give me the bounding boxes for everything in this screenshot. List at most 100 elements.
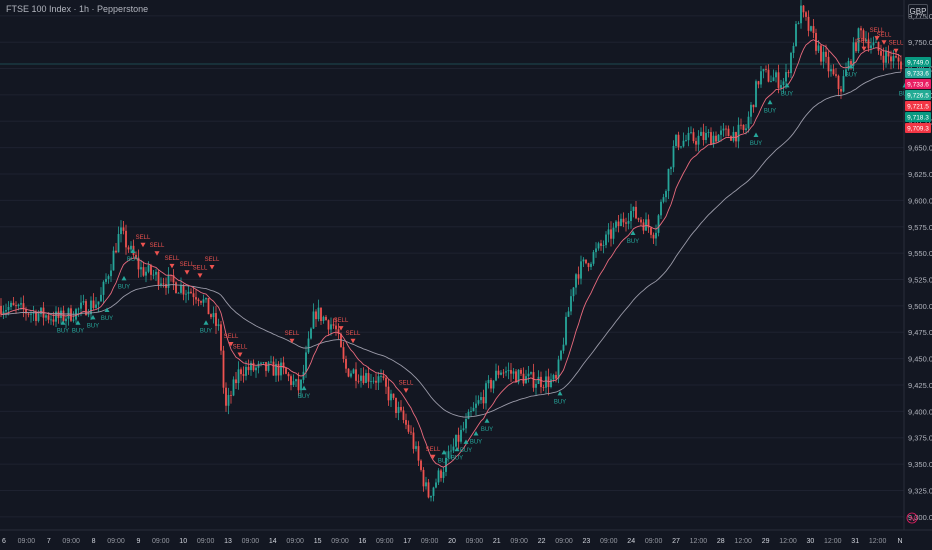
candle-body [367,373,370,382]
candle-body [832,69,835,75]
candle-body [860,28,862,31]
candle-body [460,429,462,442]
candle-body [277,363,280,376]
price-label-badge [905,123,931,133]
candle-body [645,219,647,231]
buy-signal-label: BUY [845,72,857,78]
buy-signal-label: BUY [57,329,69,335]
candle-body [870,45,872,49]
candle-body [472,407,475,412]
candle-body [200,301,202,303]
candle-body [430,495,432,498]
sell-signal-label: SELL [233,344,248,350]
candle-body [155,271,157,275]
candle-body [130,245,132,250]
candle-body [775,72,777,78]
buy-signal-marker [90,314,96,320]
sell-signal-label: SELL [426,447,441,453]
x-tick-label: 27 [672,538,680,545]
buy-signal-marker [301,385,307,391]
candle-body [755,81,757,108]
candle-body [195,297,197,300]
candle-body [820,45,822,62]
buy-signal-label: BUY [118,284,130,290]
candle-body [520,369,522,374]
candle-body [480,397,482,401]
x-tick-label: 09:00 [421,538,439,545]
candle-body [465,418,467,429]
candle-body [427,482,430,498]
candle-body [322,316,325,321]
buy-signal-marker [484,418,490,423]
candle-body [210,314,212,318]
y-tick-label: 9,400.0 [908,407,932,416]
candle-body [575,274,577,288]
candle-body [235,379,237,384]
price-label: 9,749.0 [907,60,929,67]
candle-body [265,362,267,371]
candle-body [410,431,412,433]
buy-signal-label: BUY [627,239,639,245]
candle-body [565,316,567,345]
candle-body [105,278,107,282]
candle-body [837,75,840,90]
candle-body [102,281,105,295]
candle-body [365,373,367,383]
candle-body [667,168,670,192]
candle-body [722,128,725,131]
candle-body [607,229,610,235]
candle-body [415,446,417,449]
candle-body [665,191,667,198]
x-tick-label: 7 [47,538,51,545]
candle-body [685,140,687,141]
candle-body [177,292,180,294]
candle-body [692,132,695,142]
candle-body [510,370,512,374]
x-tick-label: 09:00 [286,538,304,545]
candle-body [857,28,860,52]
candle-body [570,296,572,312]
candle-body [545,376,547,388]
candle-body [810,26,812,31]
candle-body [537,376,540,384]
candle-body [452,446,455,451]
candle-body [572,287,575,297]
candle-body [470,411,472,412]
y-tick-label: 9,375.0 [908,434,932,443]
x-tick-label: 14 [269,538,277,545]
candle-body [247,366,250,371]
candle-body [260,362,262,364]
x-tick-label: 24 [627,538,635,545]
candle-body [660,201,662,216]
candle-body [152,274,155,276]
candle-body [532,372,535,388]
currency-button[interactable]: GBP [908,4,928,19]
price-label: 9,709.3 [907,126,929,133]
x-tick-label: 09:00 [331,538,349,545]
buy-signal-marker [848,63,854,69]
candle-body [750,104,752,117]
buy-signal-marker [121,275,127,281]
candle-body [7,306,10,311]
candle-body [702,131,705,141]
candle-body [290,376,292,385]
candle-body [15,305,17,307]
candle-body [77,308,80,310]
buy-signal-label: BUY [451,455,463,461]
price-label-badge [905,68,931,78]
candle-body [267,362,270,371]
candle-body [157,271,160,286]
candle-body [670,167,672,169]
candle-body [697,135,700,145]
candle-body [662,197,665,202]
x-tick-label: 09:00 [242,538,260,545]
candle-body [97,301,100,305]
candle-body [687,132,690,141]
candle-body [305,352,307,372]
candle-body [557,359,560,379]
candle-body [432,487,435,496]
candle-body [597,243,600,249]
candle-body [725,128,727,130]
candle-body [295,379,297,382]
